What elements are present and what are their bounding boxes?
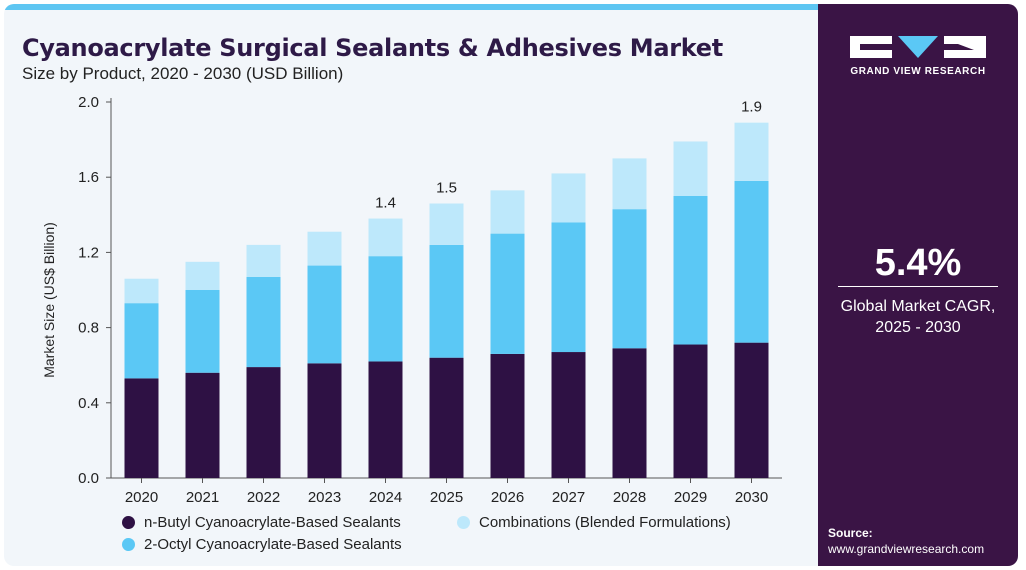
bar-segment-2027-series-0 <box>551 352 586 478</box>
source-note: Source: www.grandviewresearch.com <box>828 525 984 557</box>
y-tick-label: 2.0 <box>78 94 99 111</box>
x-tick-label-2022: 2022 <box>247 489 280 506</box>
x-tick-label-2023: 2023 <box>308 489 341 506</box>
x-tick-label-2025: 2025 <box>430 489 463 506</box>
brand-name: GRAND VIEW RESEARCH <box>850 66 986 77</box>
bar-segment-2020-series-1 <box>124 303 159 379</box>
cagr-label-line1: Global Market CAGR, <box>840 298 996 315</box>
bar-segment-2025-series-1 <box>429 244 464 358</box>
x-tick-label-2020: 2020 <box>125 489 158 506</box>
bar-segment-2025-series-0 <box>429 357 464 478</box>
report-card: Cyanoacrylate Surgical Sealants & Adhesi… <box>4 4 1018 566</box>
bar-segment-2020-series-2 <box>124 278 159 304</box>
legend-label-combinations: Combinations (Blended Formulations) <box>479 514 731 531</box>
side-panel: GRAND VIEW RESEARCH 5.4% Global Market C… <box>818 4 1018 566</box>
y-tick-label: 0.8 <box>78 320 99 337</box>
bar-segment-2030-series-1 <box>734 180 769 343</box>
bar-segment-2026-series-0 <box>490 353 525 478</box>
chart-title: Cyanoacrylate Surgical Sealants & Adhesi… <box>22 34 723 62</box>
bar-segment-2023-series-2 <box>307 231 342 266</box>
x-tick-label-2030: 2030 <box>735 489 768 506</box>
bar-segment-2021-series-0 <box>185 372 220 478</box>
bar-segment-2029-series-2 <box>673 141 708 196</box>
bar-segment-2024-series-1 <box>368 256 403 362</box>
cagr-label: Global Market CAGR, 2025 - 2030 <box>818 296 1018 338</box>
bar-segment-2030-series-2 <box>734 122 769 181</box>
bar-segment-2024-series-2 <box>368 218 403 257</box>
bar-segment-2021-series-2 <box>185 261 220 290</box>
legend-item-octyl: 2-Octyl Cyanoacrylate-Based Sealants <box>122 536 402 553</box>
bar-segment-2026-series-2 <box>490 190 525 234</box>
legend-swatch-octyl <box>122 538 135 551</box>
y-axis-title: Market Size (US$ Billion) <box>41 222 57 378</box>
bar-segment-2026-series-1 <box>490 233 525 354</box>
legend-label-octyl: 2-Octyl Cyanoacrylate-Based Sealants <box>144 536 402 553</box>
x-tick-label-2024: 2024 <box>369 489 402 506</box>
legend-swatch-n-butyl <box>122 516 135 529</box>
bar-segment-2020-series-0 <box>124 378 159 478</box>
y-tick-label: 0.4 <box>78 395 99 412</box>
bar-segment-2027-series-1 <box>551 222 586 353</box>
source-label: Source: <box>828 526 873 540</box>
bar-segment-2025-series-2 <box>429 203 464 245</box>
legend-item-n-butyl: n-Butyl Cyanoacrylate-Based Sealants <box>122 514 401 531</box>
total-label-2025: 1.5 <box>436 180 457 197</box>
bar-segment-2022-series-0 <box>246 367 281 478</box>
cagr-label-line2: 2025 - 2030 <box>875 319 961 336</box>
bar-segment-2029-series-1 <box>673 196 708 345</box>
bar-segment-2028-series-1 <box>612 209 647 349</box>
y-tick-label: 0.0 <box>78 470 99 487</box>
total-label-2030: 1.9 <box>741 99 762 116</box>
stacked-bar-chart: 0.0 0.4 0.8 1.2 1.6 2.0 Market Size (US$ Billi… <box>41 94 782 506</box>
bar-segment-2021-series-1 <box>185 290 220 373</box>
gvr-logo-icon <box>850 36 986 58</box>
x-tick-label-2026: 2026 <box>491 489 524 506</box>
legend-label-n-butyl: n-Butyl Cyanoacrylate-Based Sealants <box>144 514 401 531</box>
bar-segment-2027-series-2 <box>551 173 586 223</box>
x-tick-label-2028: 2028 <box>613 489 646 506</box>
y-tick-label: 1.6 <box>78 169 99 186</box>
x-tick-label-2027: 2027 <box>552 489 585 506</box>
x-tick-label-2029: 2029 <box>674 489 707 506</box>
legend-swatch-combinations <box>457 516 470 529</box>
bar-segment-2028-series-0 <box>612 348 647 478</box>
bar-segment-2030-series-0 <box>734 342 769 478</box>
bar-segment-2029-series-0 <box>673 344 708 478</box>
y-tick-label: 1.2 <box>78 244 99 261</box>
legend-item-combinations: Combinations (Blended Formulations) <box>457 514 731 531</box>
total-label-2024: 1.4 <box>375 195 396 212</box>
cagr-divider <box>838 286 998 287</box>
x-tick-label-2021: 2021 <box>186 489 219 506</box>
bar-segment-2022-series-2 <box>246 244 281 277</box>
bar-segment-2023-series-0 <box>307 363 342 478</box>
bar-segment-2022-series-1 <box>246 276 281 368</box>
chart-subtitle: Size by Product, 2020 - 2030 (USD Billio… <box>22 64 344 83</box>
bar-segment-2024-series-0 <box>368 361 403 478</box>
bar-segment-2023-series-1 <box>307 265 342 364</box>
cagr-value: 5.4% <box>874 242 962 284</box>
source-url: www.grandviewresearch.com <box>828 542 985 556</box>
accent-top-bar <box>4 4 818 10</box>
bar-segment-2028-series-2 <box>612 158 647 210</box>
